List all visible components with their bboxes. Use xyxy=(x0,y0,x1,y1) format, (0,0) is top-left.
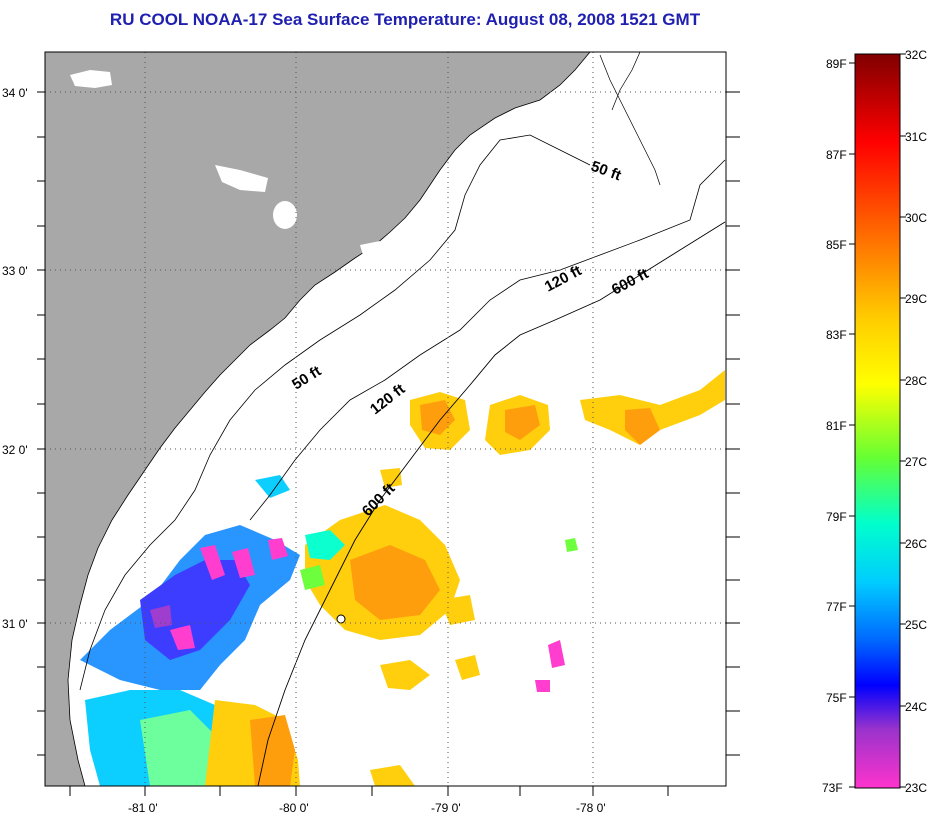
colorbar-c-label: 26C xyxy=(905,537,927,551)
lake-patch xyxy=(273,201,297,229)
colorbar-c-label: 32C xyxy=(905,48,927,62)
coastline xyxy=(599,54,661,186)
lake-patch xyxy=(215,165,268,192)
land-mass xyxy=(45,52,591,786)
lake-patch xyxy=(70,70,112,88)
station-marker xyxy=(336,614,346,624)
colorbar-f-label: 73F xyxy=(822,781,843,795)
colorbar-c-label: 27C xyxy=(905,455,927,469)
colorbar-f-label: 75F xyxy=(826,691,847,705)
lat-label: 33 0' xyxy=(2,264,28,278)
page-title: RU COOL NOAA-17 Sea Surface Temperature:… xyxy=(109,10,701,29)
colorbar-ticks xyxy=(849,53,906,788)
map-area[interactable]: 50 ft 120 ft 600 ft 50 ft 120 ft 600 ft xyxy=(45,52,726,786)
lon-label: -78 0' xyxy=(576,801,606,815)
sst-data xyxy=(80,370,725,786)
lake-patch xyxy=(360,240,400,265)
colorbar-f-label: 83F xyxy=(826,328,847,342)
colorbar-c-label: 25C xyxy=(905,618,927,632)
colorbar-c-label: 24C xyxy=(905,700,927,714)
colorbar-f-label: 87F xyxy=(826,148,847,162)
coastline xyxy=(611,52,641,111)
lat-label: 32 0' xyxy=(2,443,28,457)
colorbar-f-label: 89F xyxy=(826,57,847,71)
isobath-50ft xyxy=(79,134,591,691)
colorbar-c-label: 31C xyxy=(905,130,927,144)
isobath-120ft xyxy=(249,159,726,521)
map-frame xyxy=(44,51,727,787)
lat-label: 34 0' xyxy=(2,86,28,100)
colorbar-f-label: 77F xyxy=(826,600,847,614)
colorbar xyxy=(854,53,901,789)
isobath-600ft xyxy=(257,221,726,786)
lat-label: 31 0' xyxy=(2,617,28,631)
lon-label: -80 0' xyxy=(279,801,309,815)
colorbar-c-label: 29C xyxy=(905,292,927,306)
colorbar-c-label: 23C xyxy=(905,781,927,795)
lon-label: -81 0' xyxy=(128,801,158,815)
colorbar-f-label: 79F xyxy=(826,510,847,524)
colorbar-c-label: 28C xyxy=(905,374,927,388)
axis-ticks xyxy=(37,91,740,796)
colorbar-f-label: 81F xyxy=(826,419,847,433)
colorbar-c-label: 30C xyxy=(905,211,927,225)
colorbar-f-label: 85F xyxy=(826,238,847,252)
graticule xyxy=(45,52,726,786)
lon-label: -79 0' xyxy=(431,801,461,815)
